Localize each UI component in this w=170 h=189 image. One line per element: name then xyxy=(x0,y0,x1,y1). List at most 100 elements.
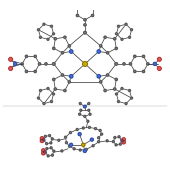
Circle shape xyxy=(98,137,100,139)
Circle shape xyxy=(34,70,36,73)
Circle shape xyxy=(131,29,133,31)
Circle shape xyxy=(40,137,44,140)
Circle shape xyxy=(53,93,55,95)
Circle shape xyxy=(40,139,44,143)
Circle shape xyxy=(78,132,81,136)
Circle shape xyxy=(37,97,39,99)
Circle shape xyxy=(117,25,120,27)
Circle shape xyxy=(83,149,86,153)
Circle shape xyxy=(134,70,136,73)
Circle shape xyxy=(38,63,41,65)
Circle shape xyxy=(42,138,45,141)
Circle shape xyxy=(83,105,86,108)
Circle shape xyxy=(122,138,125,141)
Circle shape xyxy=(37,29,39,31)
Circle shape xyxy=(47,155,49,157)
Circle shape xyxy=(76,14,79,17)
Circle shape xyxy=(43,23,45,25)
Circle shape xyxy=(46,148,48,150)
Circle shape xyxy=(43,150,46,153)
Circle shape xyxy=(114,38,116,40)
Circle shape xyxy=(147,63,149,65)
Circle shape xyxy=(80,109,82,111)
Circle shape xyxy=(115,78,117,81)
Circle shape xyxy=(123,63,125,65)
Circle shape xyxy=(79,149,81,151)
Circle shape xyxy=(142,70,145,73)
Circle shape xyxy=(46,143,48,145)
Circle shape xyxy=(83,62,87,66)
Circle shape xyxy=(39,90,41,91)
Circle shape xyxy=(64,36,66,38)
Circle shape xyxy=(115,47,117,50)
Circle shape xyxy=(58,139,60,141)
Circle shape xyxy=(101,133,103,135)
Circle shape xyxy=(14,62,17,65)
Circle shape xyxy=(25,70,28,73)
Circle shape xyxy=(153,62,156,65)
Circle shape xyxy=(87,120,89,122)
Circle shape xyxy=(51,154,53,156)
Circle shape xyxy=(117,101,120,103)
Circle shape xyxy=(50,101,53,103)
Circle shape xyxy=(79,113,81,115)
Circle shape xyxy=(90,138,93,141)
Circle shape xyxy=(91,14,94,17)
Circle shape xyxy=(61,150,63,152)
Circle shape xyxy=(114,88,116,90)
Circle shape xyxy=(49,135,51,137)
Circle shape xyxy=(92,145,94,147)
Circle shape xyxy=(88,126,90,128)
Circle shape xyxy=(129,63,132,65)
Circle shape xyxy=(121,139,123,141)
Circle shape xyxy=(89,113,91,115)
Circle shape xyxy=(99,129,101,132)
Circle shape xyxy=(25,55,28,57)
Circle shape xyxy=(88,109,90,111)
Circle shape xyxy=(52,63,55,65)
Circle shape xyxy=(64,89,66,92)
Circle shape xyxy=(115,144,117,146)
Circle shape xyxy=(121,38,123,40)
Circle shape xyxy=(97,50,100,53)
Circle shape xyxy=(104,89,106,92)
Circle shape xyxy=(44,152,46,154)
Circle shape xyxy=(106,52,109,54)
Circle shape xyxy=(43,139,45,141)
Circle shape xyxy=(39,36,41,38)
Circle shape xyxy=(125,23,127,25)
Circle shape xyxy=(73,148,75,150)
Circle shape xyxy=(84,31,86,34)
Circle shape xyxy=(9,57,13,61)
Circle shape xyxy=(118,136,120,138)
Circle shape xyxy=(53,47,55,50)
Circle shape xyxy=(9,67,13,70)
Circle shape xyxy=(82,143,85,146)
Circle shape xyxy=(43,103,45,105)
Circle shape xyxy=(65,136,67,138)
Circle shape xyxy=(21,63,23,65)
Circle shape xyxy=(51,138,53,140)
Circle shape xyxy=(68,81,71,83)
Circle shape xyxy=(54,38,56,40)
Circle shape xyxy=(76,5,79,8)
Circle shape xyxy=(76,129,78,131)
Circle shape xyxy=(121,139,124,142)
Circle shape xyxy=(115,63,118,65)
Circle shape xyxy=(157,57,161,61)
Circle shape xyxy=(50,147,52,149)
Circle shape xyxy=(47,88,49,90)
Circle shape xyxy=(104,36,106,38)
Circle shape xyxy=(99,45,102,47)
Circle shape xyxy=(97,75,100,78)
Circle shape xyxy=(99,81,102,83)
Circle shape xyxy=(47,38,49,40)
Circle shape xyxy=(84,1,86,4)
Circle shape xyxy=(95,128,97,130)
Circle shape xyxy=(112,141,114,143)
Circle shape xyxy=(106,74,109,76)
Circle shape xyxy=(44,135,46,137)
Circle shape xyxy=(122,140,125,144)
Circle shape xyxy=(85,148,87,150)
Circle shape xyxy=(68,45,71,47)
